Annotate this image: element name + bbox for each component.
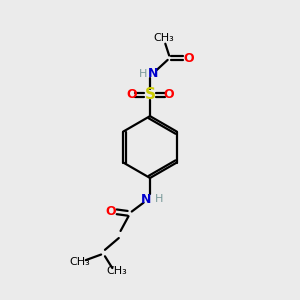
- Text: O: O: [106, 205, 116, 218]
- Text: O: O: [126, 88, 137, 101]
- Text: CH₃: CH₃: [106, 266, 127, 276]
- Text: CH₃: CH₃: [154, 33, 174, 43]
- Text: O: O: [184, 52, 194, 65]
- Text: S: S: [145, 87, 155, 102]
- Text: O: O: [163, 88, 174, 101]
- Text: H: H: [139, 69, 147, 79]
- Text: N: N: [148, 67, 159, 80]
- Text: H: H: [154, 194, 163, 204]
- Text: CH₃: CH₃: [69, 256, 90, 267]
- Text: N: N: [141, 193, 152, 206]
